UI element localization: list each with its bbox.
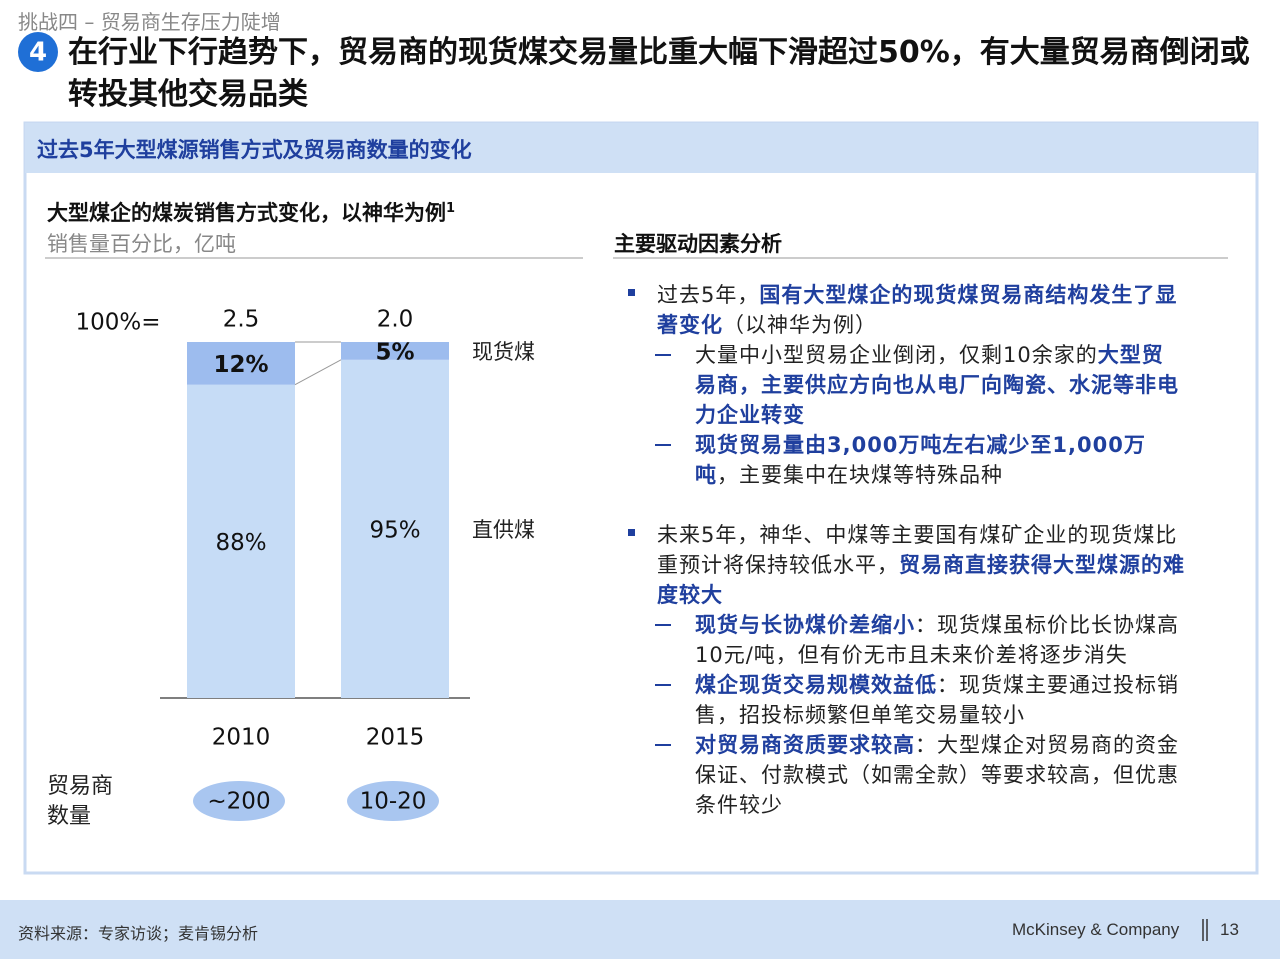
total-value: 2.0 bbox=[377, 307, 414, 333]
trader-badge bbox=[347, 781, 439, 821]
badge-number: 4 bbox=[29, 38, 47, 68]
trader-label-line: 数量 bbox=[47, 804, 92, 829]
connector bbox=[294, 359, 342, 386]
value-label: 95% bbox=[369, 517, 420, 543]
trader-badge bbox=[193, 781, 285, 821]
dash-marker bbox=[655, 744, 671, 746]
chart-title-text: 大型煤企的煤炭销售方式变化，以神华为例 bbox=[47, 201, 446, 225]
sub-bullet: 对贸易商资质要求较高：大型煤企对贸易商的资金保证、付款模式（如需全款）等要求较高… bbox=[695, 730, 1185, 820]
slide-title: 在行业下行趋势下，贸易商的现货煤交易量比重大幅下滑超过50%，有大量贸易商倒闭或… bbox=[68, 35, 1250, 112]
emphasis: 现货与长协煤价差缩小 bbox=[695, 613, 915, 637]
trader-label-line: 贸易商 bbox=[47, 774, 114, 799]
brand: McKinsey & Company bbox=[1012, 920, 1180, 939]
dash-marker bbox=[655, 354, 671, 356]
dash-marker bbox=[655, 624, 671, 626]
total-label: 100%= bbox=[75, 310, 160, 336]
sub-bullet: 现货与长协煤价差缩小：现货煤虽标价比长协煤高10元/吨，但有价无市且未来价差将逐… bbox=[695, 610, 1185, 670]
legend-label: 现货煤 bbox=[472, 340, 535, 364]
value-label: 5% bbox=[375, 339, 414, 365]
number-badge bbox=[18, 32, 58, 72]
text-run: 未来5年，神华、中煤等主要国有煤矿企业的现货煤比重预计将保持较低水平， bbox=[657, 523, 1178, 577]
footnote-marker: 1 bbox=[446, 201, 456, 216]
trader-label: 贸易商 数量 bbox=[47, 772, 113, 832]
x-tick-label: 2015 bbox=[366, 725, 425, 751]
value-label: 88% bbox=[215, 530, 266, 556]
text-run: ：现货煤主要通过投标销售，招投标频繁但单笔交易量较小 bbox=[695, 673, 1179, 727]
page-number: 13 bbox=[1220, 920, 1239, 939]
trader-count: 10-20 bbox=[360, 789, 427, 815]
text-run: ：大型煤企对贸易商的资金保证、付款模式（如需全款）等要求较高，但优惠条件较少 bbox=[695, 733, 1179, 817]
text-run: ：现货煤虽标价比长协煤高10元/吨，但有价无市且未来价差将逐步消失 bbox=[695, 613, 1179, 667]
bullet: 过去5年，国有大型煤企的现货煤贸易商结构发生了显著变化（以神华为例） bbox=[657, 280, 1187, 340]
legend-label: 直供煤 bbox=[472, 518, 535, 542]
bullet-marker bbox=[628, 289, 635, 296]
text-run: ，主要集中在块煤等特殊品种 bbox=[717, 463, 1003, 487]
text-run: 过去5年， bbox=[657, 283, 760, 307]
dash-marker bbox=[655, 444, 671, 446]
trader-count: ~200 bbox=[207, 789, 270, 815]
bar-segment bbox=[187, 342, 295, 385]
chart-title: 大型煤企的煤炭销售方式变化，以神华为例1 bbox=[47, 197, 455, 227]
footer-band bbox=[0, 900, 1280, 959]
panel-header bbox=[25, 123, 1257, 173]
bar-segment bbox=[341, 342, 449, 360]
emphasis: 现货贸易量由3,000万吨左右减少至1,000万吨 bbox=[695, 433, 1146, 487]
text-run: （以神华为例） bbox=[723, 313, 877, 337]
emphasis: 国有大型煤企的现货煤贸易商结构发生了显著变化 bbox=[657, 283, 1178, 337]
source: 资料来源：专家访谈；麦肯锡分析 bbox=[18, 924, 259, 943]
emphasis: 贸易商直接获得大型煤源的难度较大 bbox=[657, 553, 1185, 607]
bar-segment bbox=[341, 359, 449, 698]
bullet: 未来5年，神华、中煤等主要国有煤矿企业的现货煤比重预计将保持较低水平，贸易商直接… bbox=[657, 520, 1187, 610]
chart-subtitle: 销售量百分比，亿吨 bbox=[47, 232, 236, 256]
section-label: 挑战四 – 贸易商生存压力陡增 bbox=[18, 10, 281, 34]
text-run: 大量中小型贸易企业倒闭，仅剩10余家的 bbox=[695, 343, 1098, 367]
analysis-title: 主要驱动因素分析 bbox=[614, 232, 782, 256]
bullet-marker bbox=[628, 529, 635, 536]
sub-bullet: 煤企现货交易规模效益低：现货煤主要通过投标销售，招投标频繁但单笔交易量较小 bbox=[695, 670, 1185, 730]
value-label: 12% bbox=[213, 352, 268, 378]
bar-segment bbox=[187, 384, 295, 698]
panel-title: 过去5年大型煤源销售方式及贸易商数量的变化 bbox=[37, 138, 472, 162]
sub-bullet: 现货贸易量由3,000万吨左右减少至1,000万吨，主要集中在块煤等特殊品种 bbox=[695, 430, 1185, 490]
x-tick-label: 2010 bbox=[212, 725, 271, 751]
emphasis: 大型贸易商，主要供应方向也从电厂向陶瓷、水泥等非电力企业转变 bbox=[695, 343, 1179, 427]
dash-marker bbox=[655, 684, 671, 686]
emphasis: 对贸易商资质要求较高 bbox=[695, 733, 915, 757]
emphasis: 煤企现货交易规模效益低 bbox=[695, 673, 937, 697]
sub-bullet: 大量中小型贸易企业倒闭，仅剩10余家的大型贸易商，主要供应方向也从电厂向陶瓷、水… bbox=[695, 340, 1185, 430]
total-value: 2.5 bbox=[223, 307, 260, 333]
